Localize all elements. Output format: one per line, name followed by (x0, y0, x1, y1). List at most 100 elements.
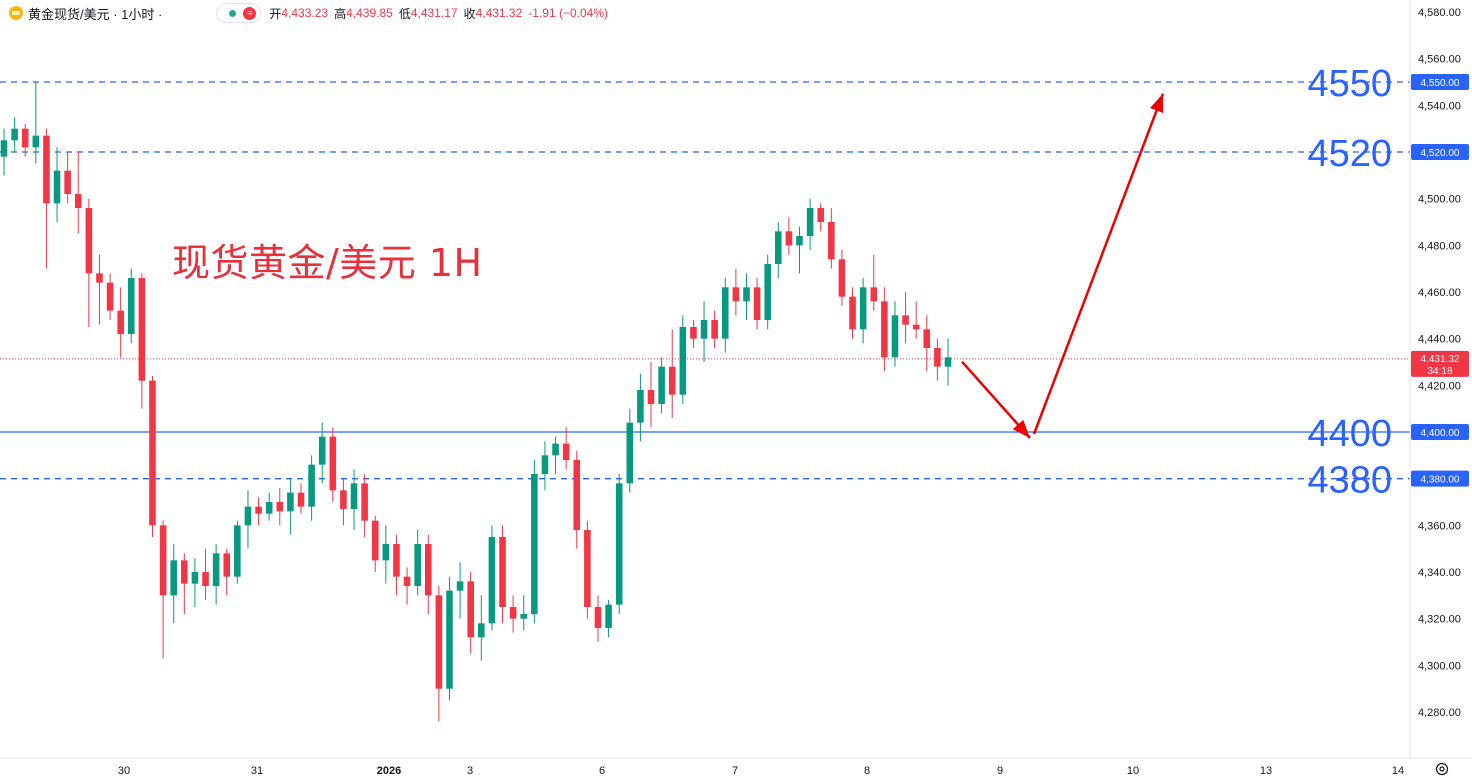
candle-body (615, 483, 623, 605)
candle-body (499, 537, 506, 607)
price-tick-label: 4,500.00 (1418, 194, 1461, 206)
candle-body (43, 135, 50, 204)
time-tick-label: 14 (1392, 765, 1404, 777)
candle-body (297, 492, 305, 507)
level-label-4380: 4380 (1307, 460, 1392, 502)
candle-body (923, 329, 931, 348)
candle-body (212, 553, 220, 586)
candle-body (679, 327, 687, 395)
time-tick-label: 9 (997, 765, 1003, 777)
price-tick-label: 4,560.00 (1418, 54, 1461, 66)
level-label-4520: 4520 (1307, 133, 1392, 175)
candle-body (944, 357, 952, 367)
level-tag-bg (1411, 144, 1469, 160)
price-axis[interactable]: 4,580.00 4,560.00 4,540.00 4,500.00 4,480.00… (1409, 0, 1469, 758)
candle-body (340, 490, 347, 509)
forecast-up-arrow-head (1150, 93, 1164, 113)
candle-body (276, 502, 284, 512)
candle-body (202, 572, 209, 586)
high-label: 高 (334, 6, 347, 21)
candle-body (775, 231, 782, 264)
candle-body (912, 324, 920, 330)
candle-body (138, 278, 146, 381)
candle-body (318, 436, 326, 465)
candle-body (181, 560, 188, 584)
candle-body (743, 287, 750, 302)
candle-body (573, 460, 581, 530)
time-tick-label: 2026 (377, 765, 401, 777)
high-value: 4,439.85 (346, 6, 393, 20)
candle-body (403, 576, 411, 586)
candle-body (647, 390, 655, 404)
candle-body (828, 222, 835, 260)
candle-body (74, 194, 82, 208)
candle-body (881, 301, 888, 358)
level-tag-bg (1411, 470, 1469, 487)
symbol-title[interactable]: 黄金现货/美元 · 1小时 · (28, 6, 163, 22)
price-tick-label: 4,280.00 (1418, 707, 1461, 719)
low-value: 4,431.17 (410, 6, 458, 20)
candle-body (85, 208, 93, 274)
candle-body (361, 483, 368, 521)
time-tick-label: 7 (732, 765, 738, 777)
candle-body (478, 623, 485, 638)
candle-body (732, 287, 740, 302)
candle-body (159, 525, 167, 596)
level-tag-label: 4,520.00 (1421, 148, 1460, 159)
candle-body (891, 315, 899, 358)
candle-body (626, 422, 634, 484)
time-tick-label: 30 (118, 765, 130, 777)
last-price-tag-bg (1411, 350, 1469, 377)
candle-body (467, 581, 474, 638)
candle-body (520, 614, 528, 619)
price-tick-label: 4,540.00 (1418, 100, 1461, 112)
candle-body (594, 607, 602, 628)
forecast-arrow (961, 93, 1165, 439)
candle-body (191, 572, 199, 584)
candle-body (64, 170, 71, 194)
candle-body (552, 443, 559, 456)
candle-body (668, 366, 676, 395)
level-tag-label: 4,400.00 (1421, 428, 1460, 439)
price-tick-label: 4,460.00 (1418, 287, 1461, 299)
approx-wave-icon: ≈ (243, 6, 257, 20)
open-value: 4,433.23 (281, 6, 329, 20)
candle-body (382, 544, 390, 561)
level-tag-bg (1411, 424, 1469, 440)
candle-body (424, 544, 432, 596)
open-label: 开 (269, 6, 282, 21)
time-tick-label: 6 (599, 765, 605, 777)
candle-body (234, 525, 241, 577)
time-tick-label: 8 (864, 765, 870, 777)
candle-body (127, 278, 135, 334)
low-label: 低 (398, 6, 411, 21)
candle-body (414, 544, 421, 586)
candle-body (637, 390, 644, 423)
candle-body (456, 581, 464, 591)
time-axis[interactable]: 30 31 2026 3 6 7 8 9 10 13 14 (0, 757, 1472, 777)
last-price-tag-label: 4,431.32 (1421, 354, 1460, 365)
candle-body (11, 128, 18, 141)
candle-body (838, 259, 846, 297)
candle-body (806, 208, 814, 236)
candle-body (106, 282, 114, 311)
candle-body (446, 590, 453, 689)
change-value: -1.91 (−0.04%) (528, 6, 608, 20)
price-tick-label: 4,480.00 (1418, 240, 1461, 252)
time-tick-label: 10 (1127, 765, 1139, 777)
price-tick-label: 4,580.00 (1418, 7, 1461, 19)
candle-body (244, 506, 252, 526)
level-label-4400: 4400 (1307, 413, 1392, 455)
market-status-pill[interactable]: ≈ (216, 3, 262, 23)
candle-body (117, 310, 124, 334)
price-tick-label: 4,340.00 (1418, 567, 1461, 579)
settings-gear-icon[interactable] (1434, 761, 1450, 777)
candle-body (690, 327, 697, 339)
candles (0, 82, 952, 722)
candle-body (53, 170, 61, 204)
candle-body (255, 506, 262, 514)
candle-body (753, 287, 761, 320)
close-value: 4,431.32 (475, 6, 523, 20)
